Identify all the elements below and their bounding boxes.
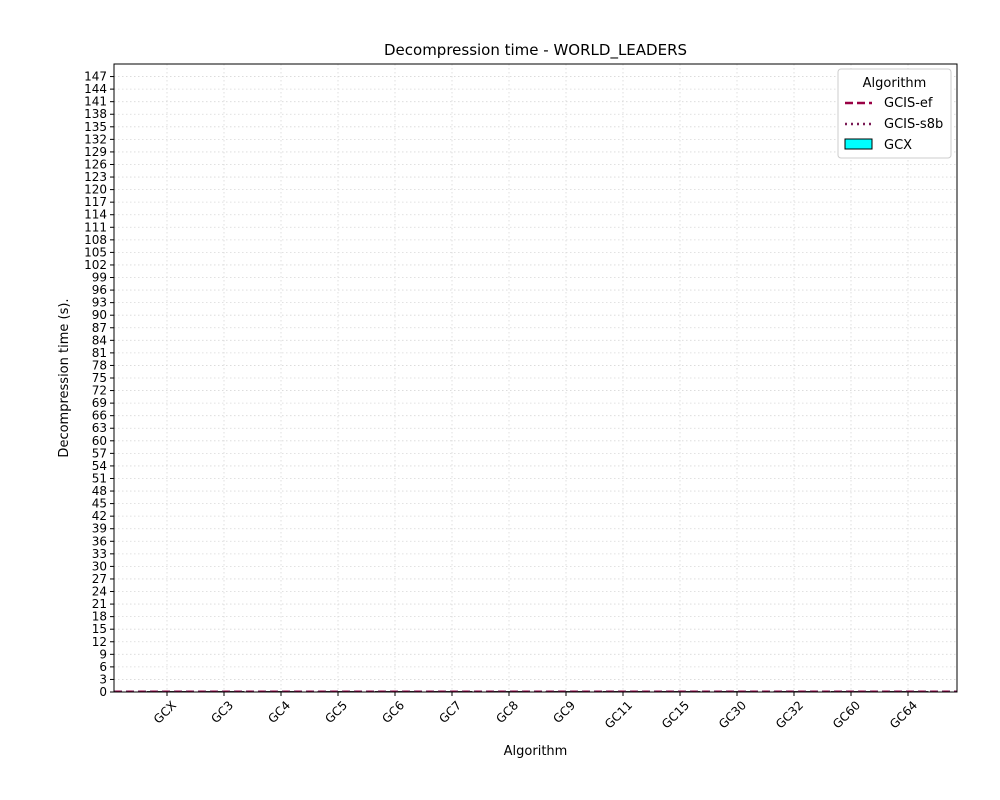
x-axis-label: Algorithm xyxy=(504,744,568,759)
y-tick-label: 126 xyxy=(84,157,107,171)
y-tick-label: 87 xyxy=(92,321,107,335)
y-tick-label: 60 xyxy=(92,434,107,448)
y-tick-label: 12 xyxy=(92,635,107,649)
y-tick-label: 27 xyxy=(92,572,107,586)
y-tick-label: 6 xyxy=(99,660,107,674)
y-tick-label: 0 xyxy=(99,685,107,699)
y-tick-label: 51 xyxy=(92,471,107,485)
y-tick-label: 141 xyxy=(84,95,107,109)
y-tick-label: 132 xyxy=(84,132,107,146)
y-tick-label: 93 xyxy=(92,296,107,310)
y-tick-label: 9 xyxy=(99,647,107,661)
y-tick-label: 72 xyxy=(92,384,107,398)
y-tick-label: 81 xyxy=(92,346,107,360)
y-tick-label: 129 xyxy=(84,145,107,159)
legend-swatch-gcx xyxy=(844,138,873,150)
y-tick-label: 84 xyxy=(92,333,107,347)
y-tick-label: 48 xyxy=(92,484,107,498)
y-tick-label: 123 xyxy=(84,170,107,184)
y-axis-label: Decompression time (s). xyxy=(57,298,72,457)
legend-label-gcis-s8b: GCIS-s8b xyxy=(884,117,943,132)
y-tick-label: 54 xyxy=(92,459,107,473)
y-tick-label: 135 xyxy=(84,120,107,134)
y-tick-label: 114 xyxy=(84,208,107,222)
y-tick-label: 102 xyxy=(84,258,107,272)
y-tick-label: 147 xyxy=(84,70,107,84)
y-tick-label: 45 xyxy=(92,497,107,511)
y-tick-label: 3 xyxy=(99,672,107,686)
y-tick-label: 15 xyxy=(92,622,107,636)
y-axis: 0369121518212427303336394245485154576063… xyxy=(84,70,114,699)
y-tick-label: 42 xyxy=(92,509,107,523)
y-tick-label: 63 xyxy=(92,421,107,435)
chart-title: Decompression time - WORLD_LEADERS xyxy=(384,41,687,60)
y-tick-label: 99 xyxy=(92,271,107,285)
y-tick-label: 69 xyxy=(92,396,107,410)
grid xyxy=(114,64,957,693)
legend-title: Algorithm xyxy=(863,76,927,91)
y-tick-label: 96 xyxy=(92,283,107,297)
legend-label-gcis-ef: GCIS-ef xyxy=(884,96,933,111)
y-tick-label: 30 xyxy=(92,559,107,573)
y-tick-label: 57 xyxy=(92,446,107,460)
legend: Algorithm GCIS-ef GCIS-s8b GCX xyxy=(837,68,952,159)
y-tick-label: 144 xyxy=(84,82,107,96)
y-tick-label: 18 xyxy=(92,610,107,624)
legend-label-gcx: GCX xyxy=(884,138,912,153)
y-tick-label: 105 xyxy=(84,245,107,259)
y-tick-label: 138 xyxy=(84,107,107,121)
y-tick-label: 90 xyxy=(92,308,107,322)
y-tick-label: 33 xyxy=(92,547,107,561)
y-tick-label: 120 xyxy=(84,183,107,197)
y-tick-label: 78 xyxy=(92,358,107,372)
y-tick-label: 24 xyxy=(92,585,107,599)
y-tick-label: 36 xyxy=(92,534,107,548)
y-tick-label: 39 xyxy=(92,522,107,536)
y-tick-label: 21 xyxy=(92,597,107,611)
y-tick-label: 108 xyxy=(84,233,107,247)
y-tick-label: 66 xyxy=(92,409,107,423)
y-tick-label: 117 xyxy=(84,195,107,209)
y-tick-label: 75 xyxy=(92,371,107,385)
y-tick-label: 111 xyxy=(84,220,107,234)
legend-box xyxy=(837,68,952,159)
